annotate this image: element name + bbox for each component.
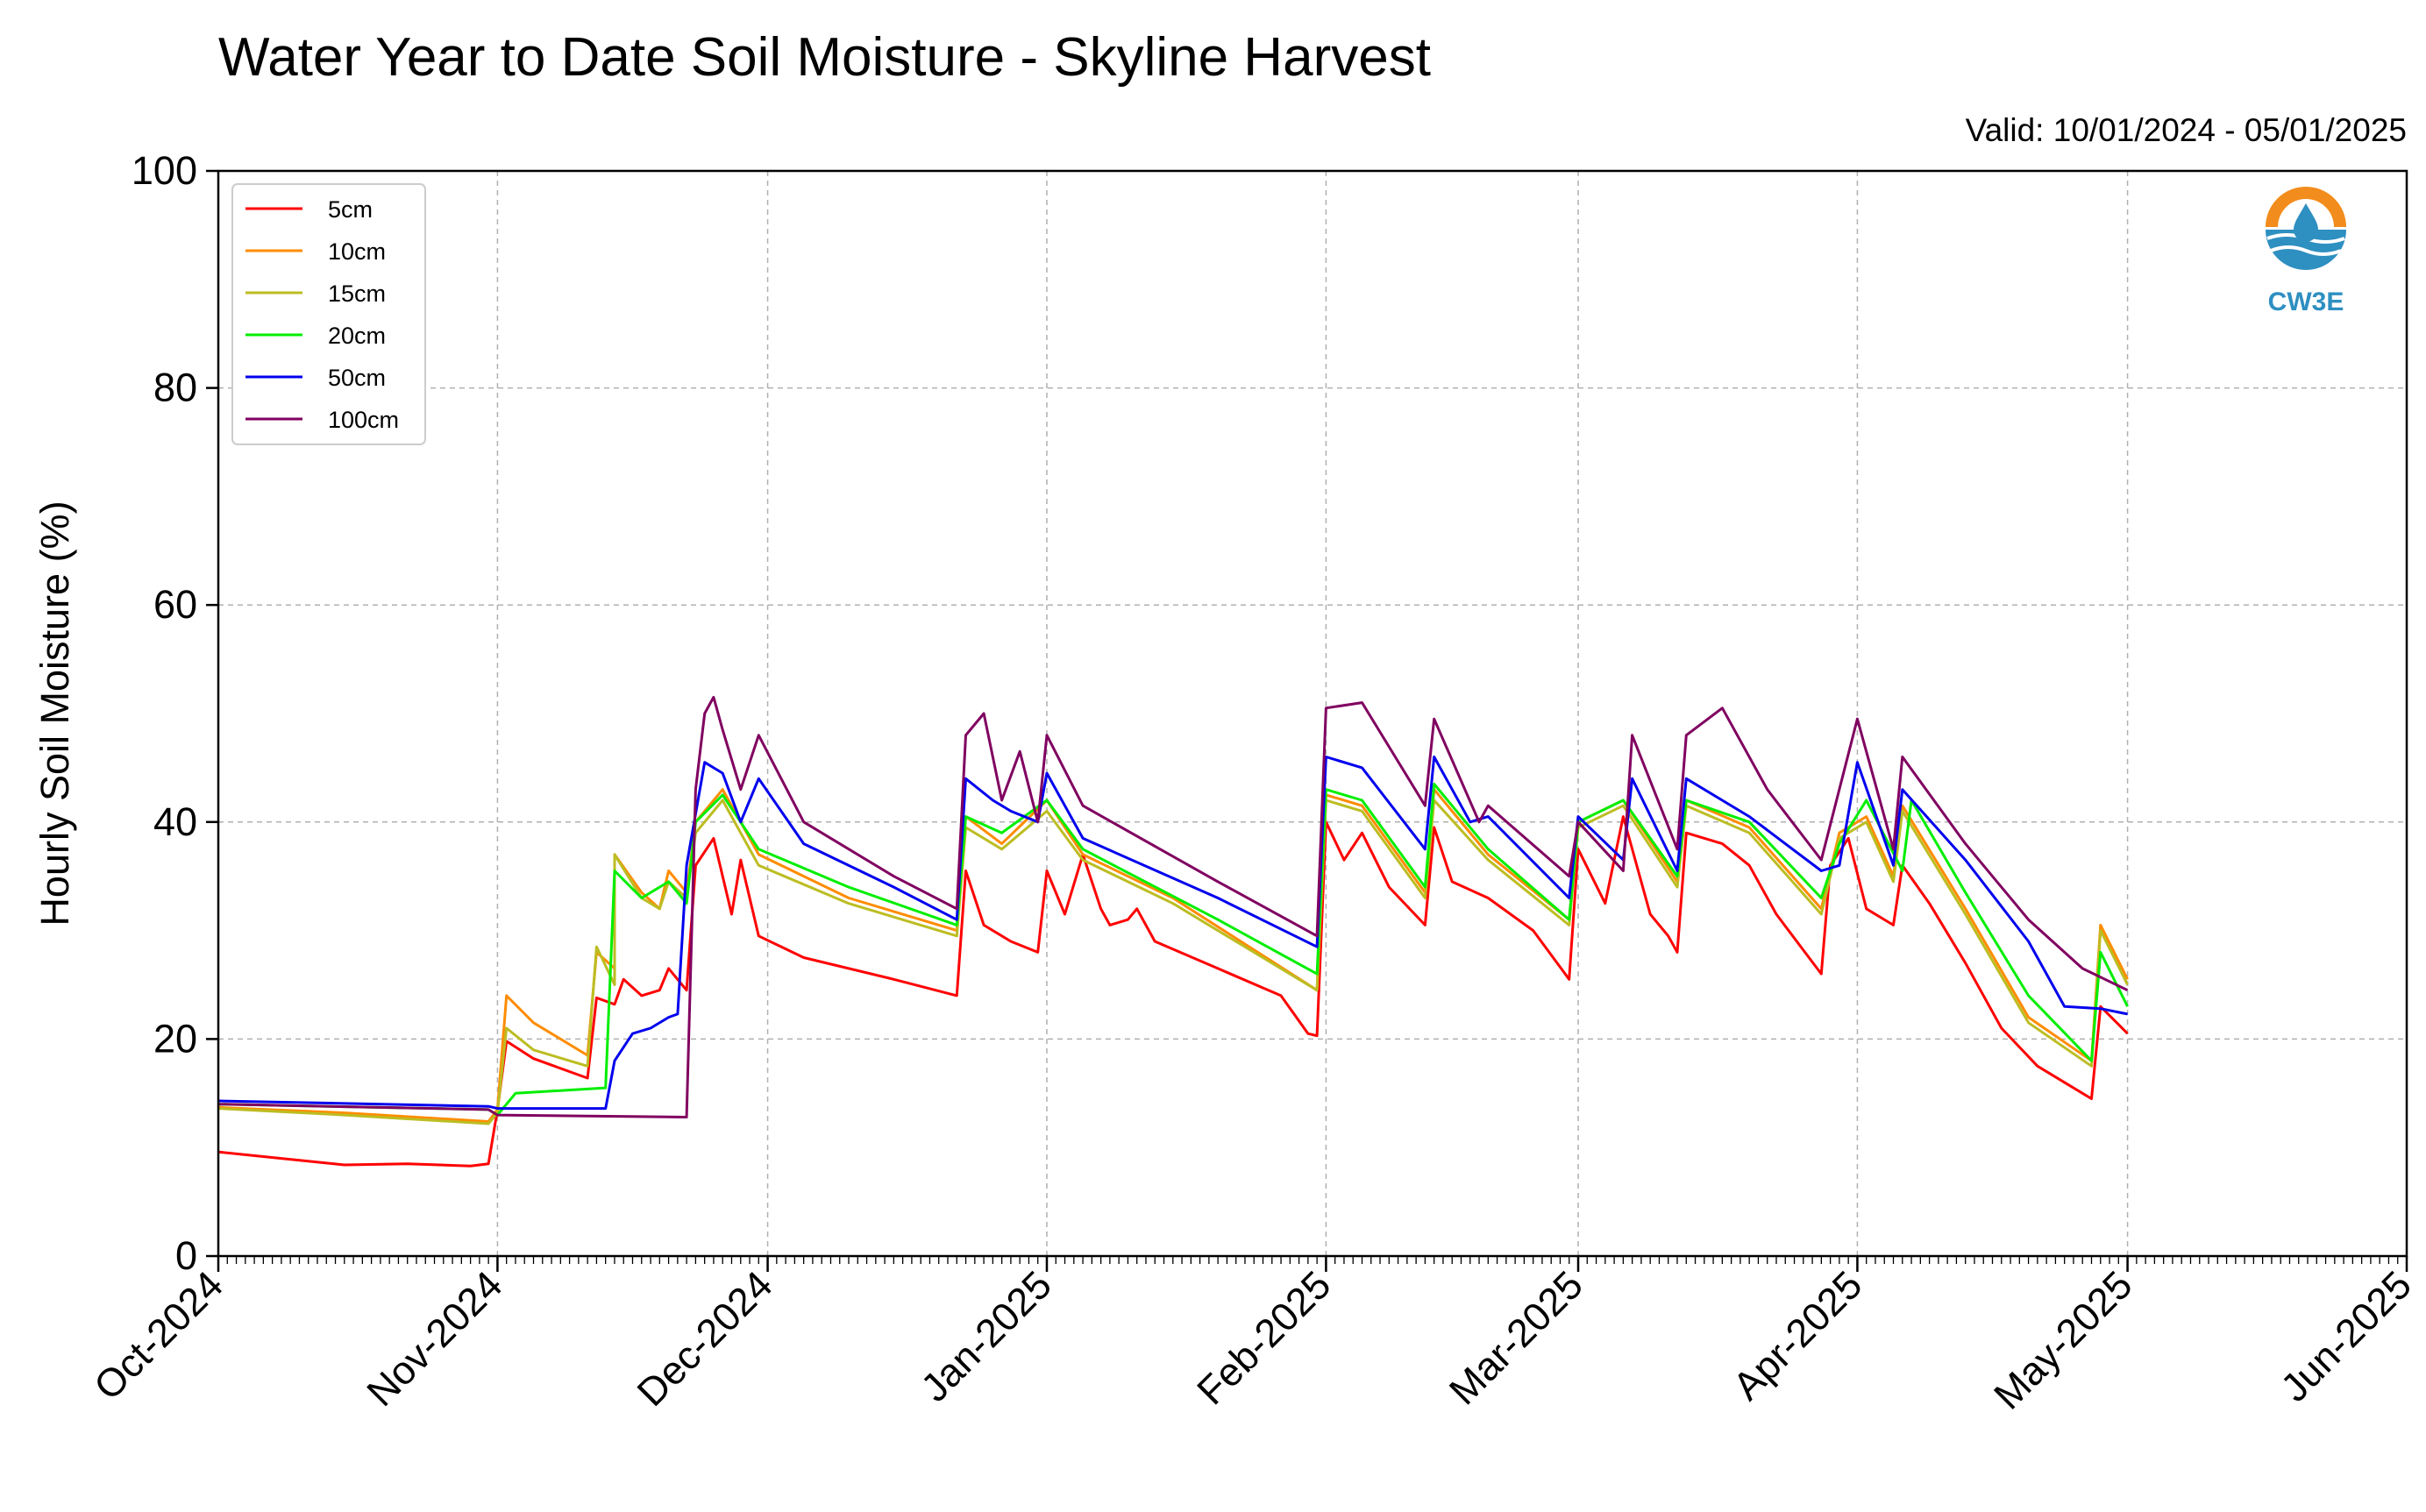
series-line-100cm [217, 695, 2129, 1118]
logo-text: CW3E [2268, 287, 2344, 316]
legend-label-15cm: 15cm [328, 280, 386, 307]
series-line-50cm [217, 756, 2128, 1111]
x-tick-label: Jun-2025 [2272, 1262, 2420, 1410]
chart-title: Water Year to Date Soil Moisture - Skyli… [218, 27, 1431, 88]
legend-box [231, 183, 426, 445]
legend-label-5cm: 5cm [328, 196, 373, 223]
y-tick-label: 100 [132, 148, 197, 193]
legend: 5cm 10cm 15cm 20cm 50cm 100cm [231, 183, 426, 445]
x-tick-label: Dec-2024 [629, 1262, 781, 1415]
grid [218, 171, 2407, 1256]
cw3e-logo: CW3E [2264, 187, 2348, 316]
series-line-5cm [217, 815, 2129, 1168]
y-tick-label: 60 [153, 582, 197, 627]
water-drop-icon [2294, 203, 2318, 242]
y-tick-label: 20 [153, 1016, 197, 1061]
series-line-15cm [217, 799, 2129, 1125]
x-tick-label: May-2025 [1985, 1262, 2141, 1418]
x-tick-label: Oct-2024 [85, 1262, 231, 1409]
series-lines [217, 695, 2129, 1168]
logo-wave-2 [2270, 245, 2342, 256]
y-tick-label: 0 [175, 1233, 197, 1278]
y-tick-label: 40 [153, 799, 197, 844]
x-tick-label: Feb-2025 [1188, 1262, 1339, 1413]
axes: 0 20 40 60 80 100 Oct-2024 Nov-2024 Dec-2024 Jan-… [85, 148, 2420, 1418]
series-line-10cm [217, 788, 2129, 1123]
legend-label-20cm: 20cm [328, 323, 386, 349]
legend-label-10cm: 10cm [328, 238, 386, 265]
y-axis-label: Hourly Soil Moisture (%) [32, 500, 77, 926]
x-tick-label: Jan-2025 [912, 1262, 1060, 1410]
valid-date-range: Valid: 10/01/2024 - 05/01/2025 [1966, 112, 2407, 148]
y-tick-label: 80 [153, 366, 197, 410]
legend-label-50cm: 50cm [328, 365, 386, 391]
legend-label-100cm: 100cm [328, 407, 399, 433]
x-tick-label: Nov-2024 [358, 1262, 510, 1415]
plot-frame [217, 169, 2408, 1258]
x-tick-label: Mar-2025 [1441, 1262, 1591, 1413]
x-tick-label: Apr-2025 [1725, 1262, 1871, 1409]
